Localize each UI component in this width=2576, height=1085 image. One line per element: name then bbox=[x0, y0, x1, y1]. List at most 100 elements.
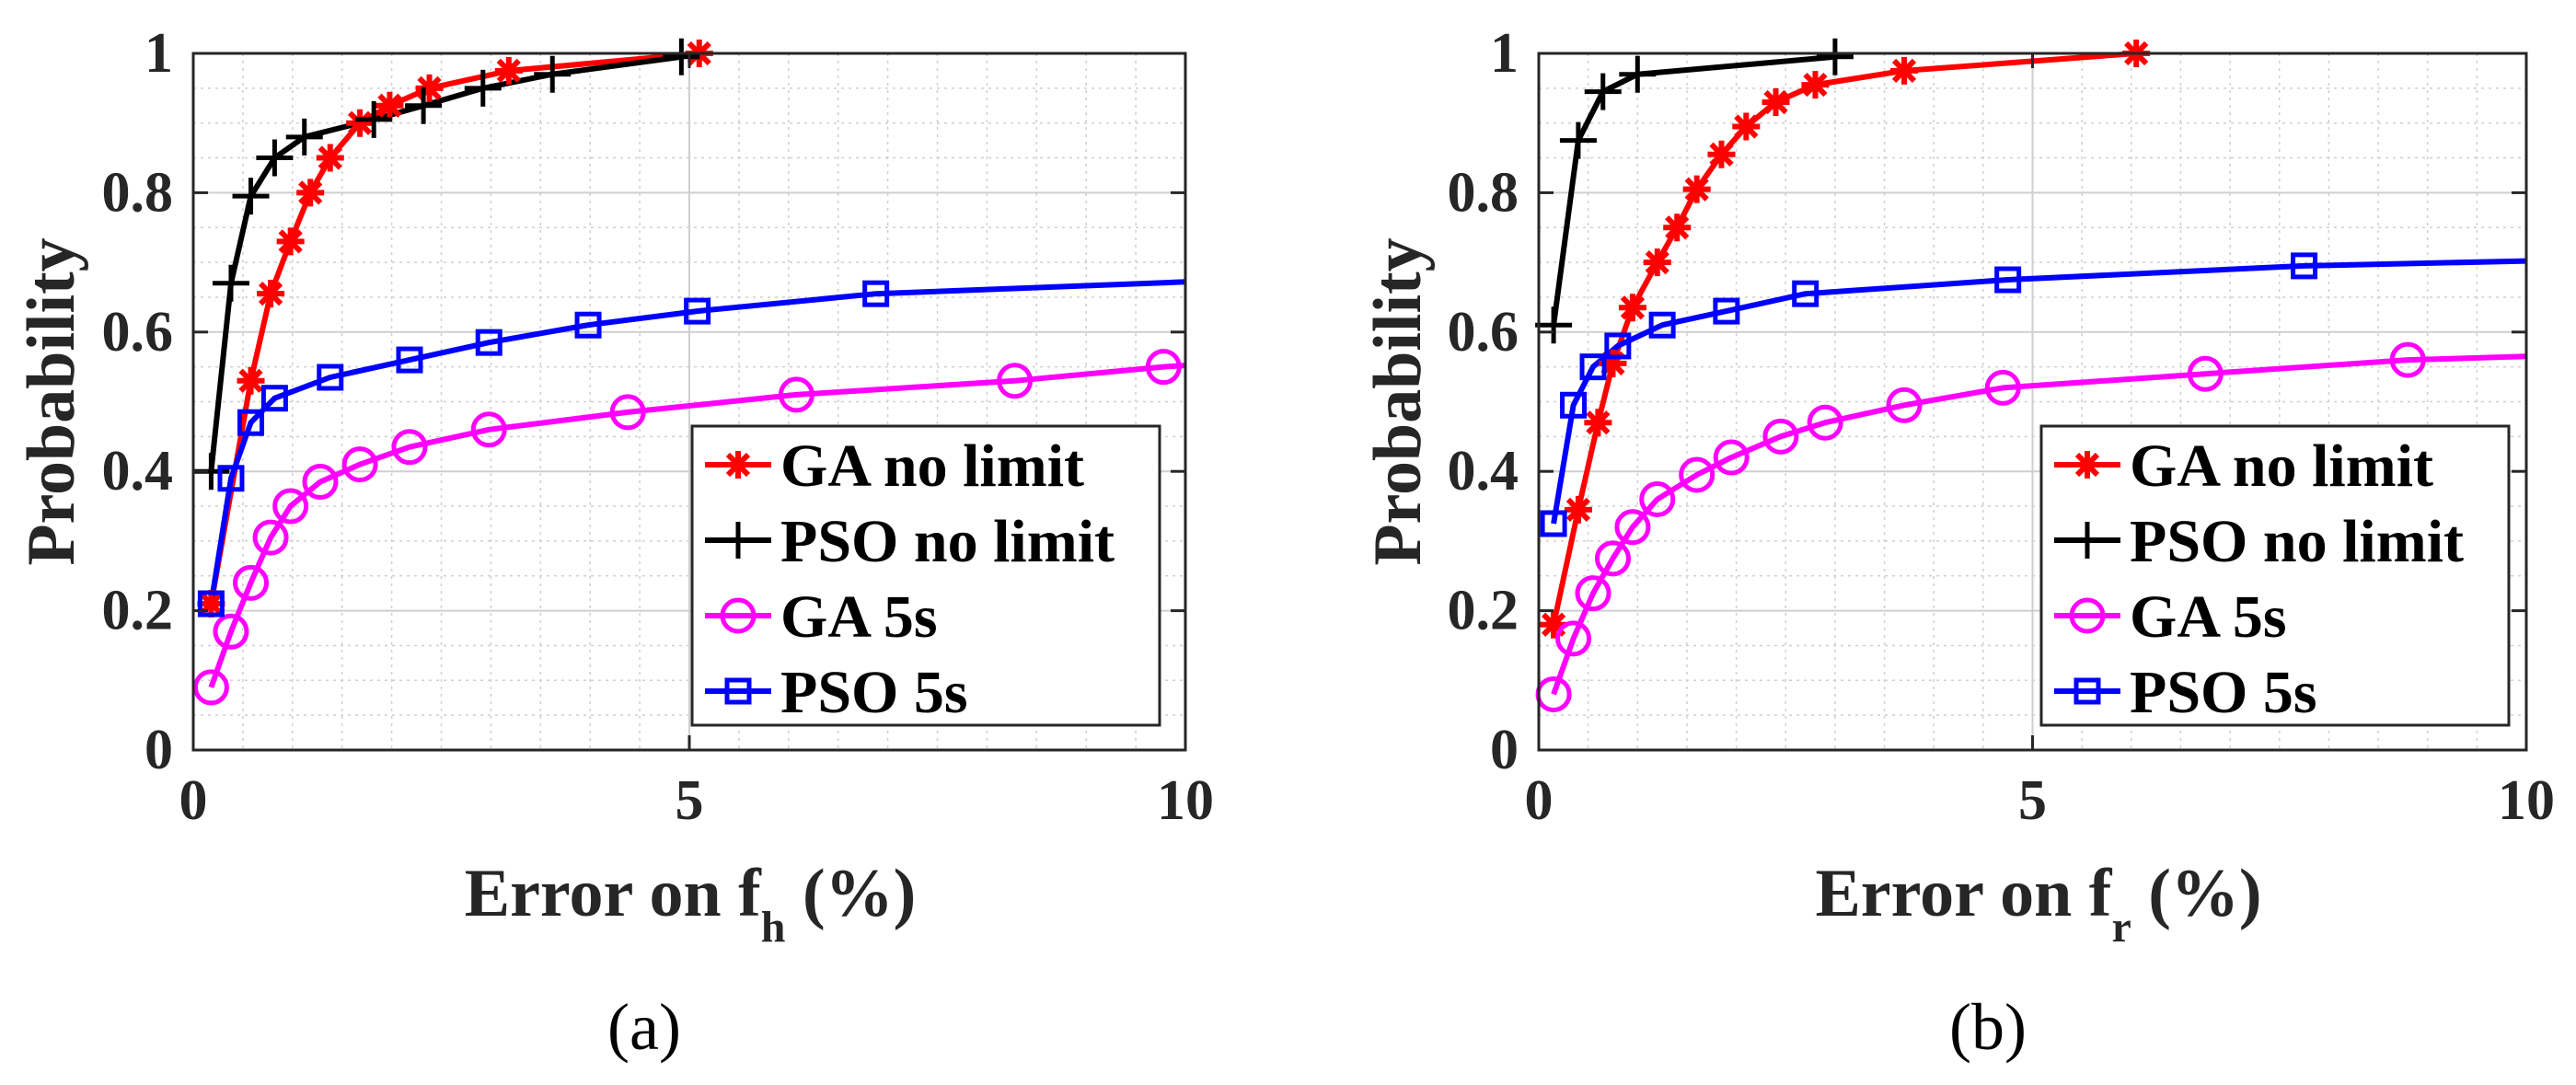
data-point-ga_5s bbox=[2389, 341, 2426, 378]
data-point-ga_5s bbox=[1713, 439, 1750, 476]
legend-label-pso_5s: PSO 5s bbox=[780, 659, 968, 726]
data-point-ga_no_limit bbox=[296, 179, 325, 207]
x-axis-label-subscript: r bbox=[2111, 903, 2131, 952]
legend-marker-ga_5s bbox=[2069, 597, 2106, 634]
data-point-ga_5s bbox=[778, 376, 814, 413]
data-point-ga_no_limit bbox=[1643, 248, 1671, 277]
data-point-pso_no_limit bbox=[232, 178, 270, 215]
panel-caption: (b) bbox=[1949, 990, 2027, 1064]
data-point-pso_no_limit bbox=[1816, 38, 1854, 75]
data-point-ga_5s bbox=[997, 363, 1034, 399]
legend-marker-pso_5s bbox=[2074, 677, 2101, 705]
legend-marker-ga_5s bbox=[720, 597, 757, 634]
series-line-ga_5s bbox=[1551, 353, 2527, 696]
y-axis-label: Probability bbox=[1360, 237, 1436, 565]
y-tick-label: 0.8 bbox=[1448, 161, 1519, 224]
legend-marker-ga_no_limit bbox=[2074, 451, 2101, 479]
x-axis-label-unit: (%) bbox=[785, 856, 916, 931]
data-point-pso_5s bbox=[1560, 391, 1588, 419]
x-axis-label-subscript: h bbox=[761, 903, 786, 952]
data-point-ga_5s bbox=[272, 488, 309, 525]
x-tick-label: 0 bbox=[1525, 769, 1554, 832]
legend: GA no limit PSO no limit GA 5s PSO 5s bbox=[2039, 424, 2511, 727]
data-point-ga_5s bbox=[470, 411, 507, 448]
data-point-ga_5s bbox=[1679, 456, 1715, 493]
data-point-pso_no_limit bbox=[285, 118, 323, 156]
data-point-ga_5s bbox=[213, 613, 249, 650]
data-point-pso_5s bbox=[1792, 280, 1819, 307]
data-point-ga_5s bbox=[1594, 540, 1631, 577]
data-point-ga_no_limit bbox=[1663, 214, 1692, 242]
data-point-ga_no_limit bbox=[1599, 349, 1627, 377]
data-point-ga_5s bbox=[192, 669, 229, 706]
data-point-pso_5s bbox=[1604, 332, 1632, 360]
data-point-pso_5s bbox=[217, 465, 245, 492]
data-point-pso_5s bbox=[1648, 311, 1676, 339]
data-point-ga_no_limit bbox=[375, 91, 404, 120]
data-point-ga_no_limit bbox=[257, 280, 285, 308]
y-tick-label: 1 bbox=[144, 22, 173, 85]
data-point-pso_no_limit bbox=[464, 69, 502, 107]
data-point-ga_no_limit bbox=[1732, 112, 1761, 141]
data-point-pso_5s bbox=[197, 590, 225, 618]
data-point-ga_5s bbox=[1575, 575, 1611, 612]
x-tick-label: 5 bbox=[676, 769, 704, 832]
legend-marker-pso_5s bbox=[724, 677, 752, 705]
data-point-pso_5s bbox=[574, 311, 602, 339]
series-group bbox=[1535, 38, 2527, 712]
data-point-ga_no_limit bbox=[346, 109, 375, 137]
data-point-pso_5s bbox=[317, 364, 344, 391]
data-point-ga_5s bbox=[1145, 349, 1182, 386]
legend-marker-pso_no_limit bbox=[720, 522, 757, 559]
y-tick-label: 0.4 bbox=[1448, 440, 1519, 502]
data-point-ga_no_limit bbox=[1564, 495, 1592, 524]
data-point-ga_5s bbox=[1984, 369, 2021, 406]
data-point-ga_5s bbox=[1807, 404, 1843, 441]
legend-box bbox=[2039, 424, 2511, 727]
data-point-ga_5s bbox=[341, 446, 378, 483]
x-tick-label: 0 bbox=[179, 769, 208, 832]
series-line-pso_5s bbox=[1551, 258, 2527, 525]
data-point-ga_no_limit bbox=[494, 56, 523, 85]
data-point-ga_5s bbox=[252, 519, 289, 556]
series-line-pso_5s bbox=[208, 279, 1186, 605]
data-point-ga_no_limit bbox=[1584, 409, 1612, 437]
data-point-pso_no_limit bbox=[663, 38, 700, 75]
series-line-ga_5s bbox=[208, 363, 1186, 688]
data-point-pso_5s bbox=[684, 297, 711, 325]
data-point-pso_5s bbox=[2291, 252, 2318, 280]
data-point-ga_5s bbox=[302, 464, 339, 501]
data-point-ga_5s bbox=[1555, 620, 1592, 657]
x-axis-label-unit: (%) bbox=[2131, 856, 2262, 931]
legend-label-ga_5s: GA 5s bbox=[780, 583, 938, 651]
y-tick-label: 0.6 bbox=[1448, 301, 1519, 364]
data-point-pso_5s bbox=[396, 346, 423, 374]
legend-label-ga_no_limit: GA no limit bbox=[780, 433, 1084, 500]
y-tick-label: 0.2 bbox=[1448, 580, 1519, 642]
y-tick-label: 0.4 bbox=[102, 440, 174, 502]
data-point-pso_no_limit bbox=[1559, 121, 1597, 159]
data-point-ga_5s bbox=[1762, 418, 1799, 455]
data-point-ga_no_limit bbox=[415, 74, 444, 102]
data-point-ga_5s bbox=[391, 429, 428, 466]
data-point-ga_5s bbox=[1639, 480, 1676, 517]
data-point-ga_no_limit bbox=[316, 144, 344, 172]
y-tick-label: 1 bbox=[1490, 22, 1519, 85]
data-point-pso_no_limit bbox=[1619, 55, 1657, 93]
data-point-pso_no_limit bbox=[1535, 306, 1573, 344]
data-point-ga_no_limit bbox=[1540, 610, 1568, 639]
y-tick-label: 0 bbox=[144, 719, 173, 781]
legend-label-pso_5s: PSO 5s bbox=[2130, 659, 2317, 726]
data-point-ga_5s bbox=[1886, 387, 1923, 423]
data-point-pso_no_limit bbox=[405, 87, 443, 124]
y-tick-label: 0 bbox=[1490, 719, 1519, 781]
data-point-pso_5s bbox=[862, 280, 890, 307]
legend-label-ga_5s: GA 5s bbox=[2130, 583, 2287, 651]
legend-label-pso_no_limit: PSO no limit bbox=[2130, 508, 2464, 575]
data-point-ga_5s bbox=[233, 564, 270, 601]
x-axis-label: Error on fr (%) bbox=[1815, 856, 2261, 952]
y-axis-label: Probability bbox=[14, 237, 89, 565]
data-point-pso_no_limit bbox=[256, 139, 294, 177]
data-point-pso_no_limit bbox=[355, 100, 393, 138]
